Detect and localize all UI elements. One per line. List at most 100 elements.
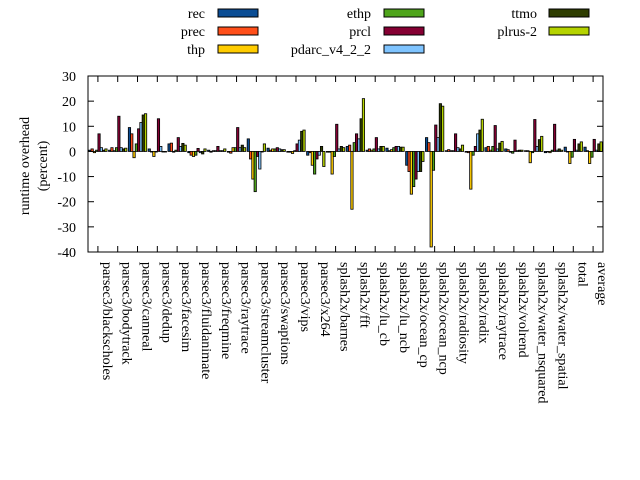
x-tick-label: splash2x/ocean_cp bbox=[416, 262, 431, 368]
x-axis: parsec3/blackscholes parsec3/bodytrack par… bbox=[97, 76, 609, 404]
bar-thp-19 bbox=[469, 151, 473, 190]
x-tick-label: parsec3/swaptions bbox=[277, 262, 292, 365]
bar-prec-0 bbox=[90, 148, 94, 152]
y-tick-label: 30 bbox=[62, 70, 76, 85]
bar-plrus-2-7 bbox=[243, 147, 247, 152]
bar-rec-15 bbox=[385, 147, 389, 152]
bar-rec-8 bbox=[246, 138, 250, 152]
y-axis: -40 -30 -20 -10 0 10 20 30 bbox=[57, 70, 603, 261]
x-tick-label: parsec3/bodytrack bbox=[119, 262, 134, 365]
x-tick-label: splash2x/barnes bbox=[337, 262, 352, 351]
x-tick-label: parsec3/x264 bbox=[317, 262, 332, 337]
bar-plrus-2-6 bbox=[223, 148, 227, 152]
bar-prcl-7 bbox=[236, 127, 240, 152]
bar-plrus-2-3 bbox=[163, 151, 167, 153]
legend-label: pdarc_v4_2_2 bbox=[291, 43, 371, 58]
bar-prec-21 bbox=[506, 149, 510, 152]
bar-thp-17 bbox=[429, 151, 433, 248]
bar-plrus-2-12 bbox=[342, 147, 346, 152]
y-axis-label-line2: (percent) bbox=[36, 140, 51, 191]
x-tick-label: parsec3/facesim bbox=[178, 262, 193, 352]
x-tick-label: parsec3/fluidanimate bbox=[198, 262, 213, 379]
legend-swatch bbox=[217, 44, 259, 54]
legend-label: prcl bbox=[349, 25, 371, 40]
bar-ethp-5 bbox=[194, 151, 198, 156]
bar-thp-12 bbox=[330, 151, 334, 175]
x-tick-label: splash2x/water_spatial bbox=[554, 262, 569, 390]
x-tick-label: parsec3/blackscholes bbox=[99, 262, 114, 380]
bar-plrus-2-8 bbox=[262, 143, 266, 152]
bar-rec-11 bbox=[306, 151, 310, 156]
bar-thp-0 bbox=[92, 151, 97, 154]
x-tick-label: splash2x/lu_ncb bbox=[396, 262, 411, 353]
bar-prcl-1 bbox=[117, 115, 121, 152]
y-tick-label: -10 bbox=[57, 171, 76, 186]
bar-pdarc-v4-2-2-11 bbox=[317, 151, 321, 156]
legend-swatch bbox=[217, 26, 259, 36]
bar-thp-23 bbox=[548, 151, 552, 154]
bar-rec-3 bbox=[147, 148, 151, 152]
x-tick-label: total bbox=[574, 262, 589, 287]
bar-plrus-2-23 bbox=[559, 149, 564, 152]
x-tick-label: splash2x/radix bbox=[475, 262, 490, 344]
bar-prec-17 bbox=[427, 142, 431, 152]
bar-prcl-4 bbox=[176, 137, 180, 152]
bars bbox=[88, 98, 603, 248]
bar-ethp-21 bbox=[511, 151, 515, 154]
legend: rec prec thp ethp prcl pdarc_v4_2_2 ttmo plrus-… bbox=[181, 7, 590, 58]
bar-ethp-19 bbox=[471, 151, 475, 156]
legend-swatch bbox=[548, 8, 590, 18]
bar-prcl-5 bbox=[196, 148, 200, 152]
bar-plrus-2-4 bbox=[183, 144, 187, 152]
x-tick-label: parsec3/freqmine bbox=[218, 262, 233, 359]
bar-plrus-2-14 bbox=[381, 145, 385, 152]
bar-ethp-17 bbox=[431, 151, 436, 171]
bar-prcl-12 bbox=[335, 123, 339, 152]
bar-pdarc-v4-2-2-3 bbox=[159, 145, 163, 152]
bar-plrus-2-13 bbox=[361, 98, 366, 152]
bar-plrus-2-2 bbox=[144, 113, 148, 152]
y-tick-label: 20 bbox=[62, 95, 76, 110]
bar-plrus-2-1 bbox=[124, 147, 128, 152]
bar-plrus-2-25 bbox=[599, 141, 603, 152]
x-tick-label: splash2x/water_nsquared bbox=[535, 262, 550, 404]
bar-prec-7 bbox=[229, 151, 233, 154]
bar-ethp-22 bbox=[530, 151, 535, 154]
bar-plrus-2-15 bbox=[401, 146, 405, 152]
bar-ttmo-11 bbox=[319, 145, 324, 152]
x-tick-label: splash2x/radiosity bbox=[455, 262, 470, 364]
legend-label: ethp bbox=[347, 7, 371, 22]
legend-swatch bbox=[217, 8, 259, 18]
bar-plrus-2-10 bbox=[302, 129, 306, 152]
x-tick-label: splash2x/volrend bbox=[515, 262, 530, 358]
bar-plrus-2-19 bbox=[480, 118, 484, 152]
bar-plrus-2-0 bbox=[104, 148, 108, 152]
bar-prcl-22 bbox=[533, 119, 537, 152]
x-tick-label: splash2x/lu_cb bbox=[376, 262, 391, 346]
x-tick-label: parsec3/vips bbox=[297, 262, 312, 332]
bar-ethp-11 bbox=[313, 151, 317, 175]
bar-plrus-2-9 bbox=[282, 149, 286, 152]
bar-ethp-12 bbox=[332, 151, 336, 157]
bar-prec-2 bbox=[130, 133, 134, 152]
legend-label: ttmo bbox=[511, 7, 537, 22]
bar-plrus-2-11 bbox=[322, 151, 326, 167]
x-tick-label: average bbox=[594, 262, 609, 306]
plot-frame bbox=[87, 75, 604, 253]
bar-plrus-2-16 bbox=[421, 151, 425, 162]
bar-ttmo-5 bbox=[201, 151, 205, 155]
legend-swatch bbox=[383, 8, 425, 18]
y-tick-label: 0 bbox=[69, 145, 76, 160]
bar-prcl-20 bbox=[493, 125, 497, 152]
bar-prec-1 bbox=[110, 147, 114, 152]
bar-prcl-0 bbox=[97, 133, 101, 152]
y-tick-label: -20 bbox=[57, 196, 76, 211]
legend-label: plrus-2 bbox=[497, 25, 537, 40]
bar-prcl-23 bbox=[553, 123, 557, 152]
bar-rec-24 bbox=[563, 146, 567, 152]
x-tick-label: splash2x/fft bbox=[356, 262, 371, 328]
legend-swatch bbox=[383, 44, 425, 54]
y-axis-label-line1: runtime overhead bbox=[18, 117, 33, 215]
bar-prcl-3 bbox=[156, 118, 161, 152]
